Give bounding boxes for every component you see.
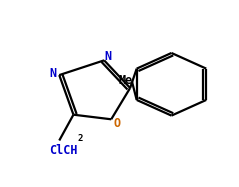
Text: 2: 2 (78, 134, 83, 143)
Text: Me: Me (119, 74, 133, 87)
Text: N: N (50, 67, 57, 80)
Text: N: N (104, 50, 111, 63)
Text: O: O (114, 117, 121, 130)
Text: ClCH: ClCH (49, 144, 77, 157)
